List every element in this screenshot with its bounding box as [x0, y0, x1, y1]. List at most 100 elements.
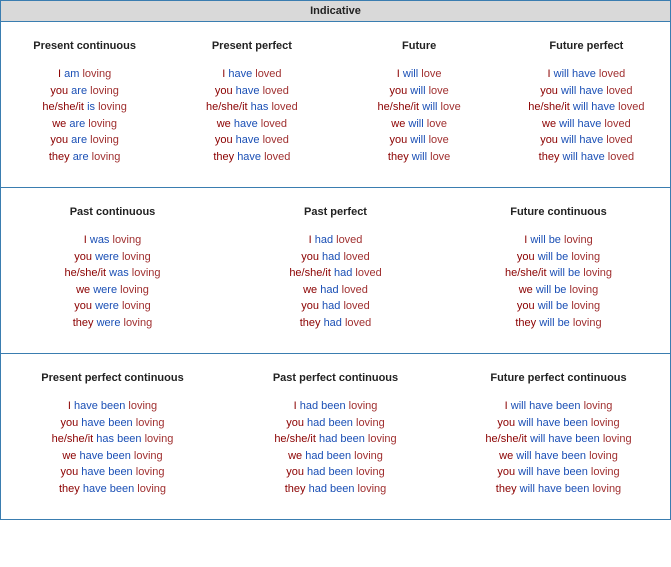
- conjugation-line: you had loved: [224, 298, 447, 315]
- auxiliary: has: [251, 101, 269, 113]
- tense-section: Past continuousI was lovingyou were lovi…: [1, 188, 670, 354]
- pronoun: I: [397, 68, 400, 80]
- conjugation-line: we have loved: [168, 116, 335, 133]
- conjugation-line: I will love: [336, 66, 503, 83]
- verb: loving: [591, 466, 620, 478]
- auxiliary: have: [237, 151, 261, 163]
- pronoun: you: [215, 134, 233, 146]
- tense-section: Present continuousI am lovingyou are lov…: [1, 22, 670, 188]
- conjugation-line: you will love: [336, 83, 503, 100]
- auxiliary: had: [320, 284, 338, 296]
- conjugation-line: I am loving: [1, 66, 168, 83]
- pronoun: we: [76, 284, 90, 296]
- verb: loving: [570, 284, 599, 296]
- conjugation-line: you will have loved: [503, 83, 670, 100]
- conjugation-line: they will be loving: [447, 315, 670, 332]
- sections-host: Present continuousI am lovingyou are lov…: [1, 22, 670, 519]
- auxiliary: will be: [536, 284, 567, 296]
- conjugation-line: he/she/it will have loved: [503, 99, 670, 116]
- pronoun: he/she/it: [485, 433, 527, 445]
- verb: loving: [564, 234, 593, 246]
- conjugation-line: I had been loving: [224, 398, 447, 415]
- verb: loving: [128, 400, 157, 412]
- tense-column: Present continuousI am lovingyou are lov…: [1, 40, 168, 165]
- verb: loving: [92, 151, 121, 163]
- verb: loved: [606, 134, 632, 146]
- tense-section: Present perfect continuousI have been lo…: [1, 354, 670, 519]
- auxiliary: will have: [561, 85, 603, 97]
- pronoun: we: [542, 118, 556, 130]
- pronoun: they: [59, 483, 80, 495]
- conjugation-line: they will love: [336, 149, 503, 166]
- pronoun: we: [303, 284, 317, 296]
- pronoun: you: [301, 251, 319, 263]
- verb: loving: [145, 433, 174, 445]
- auxiliary: were: [95, 251, 119, 263]
- conjugation-line: he/she/it will have been loving: [447, 431, 670, 448]
- pronoun: he/she/it: [42, 101, 84, 113]
- auxiliary: will be: [550, 267, 581, 279]
- verb: loving: [584, 400, 613, 412]
- auxiliary: is: [87, 101, 95, 113]
- auxiliary: had: [315, 234, 333, 246]
- pronoun: you: [50, 134, 68, 146]
- pronoun: they: [49, 151, 70, 163]
- verb: loving: [356, 417, 385, 429]
- conjugation-line: I will have loved: [503, 66, 670, 83]
- auxiliary: were: [95, 300, 119, 312]
- verb: loving: [113, 234, 142, 246]
- conjugation-line: you have loved: [168, 83, 335, 100]
- tense-title: Future: [336, 40, 503, 52]
- tense-row: Present perfect continuousI have been lo…: [1, 372, 670, 497]
- auxiliary: were: [93, 284, 117, 296]
- auxiliary: will have been: [516, 450, 586, 462]
- auxiliary: have been: [81, 417, 132, 429]
- auxiliary: had: [324, 317, 342, 329]
- pronoun: he/she/it: [64, 267, 106, 279]
- pronoun: you: [517, 300, 535, 312]
- verb: loving: [356, 466, 385, 478]
- auxiliary: are: [69, 118, 85, 130]
- verb: loving: [132, 267, 161, 279]
- auxiliary: had been: [309, 483, 355, 495]
- mood-header: Indicative: [1, 1, 670, 22]
- verb: loved: [271, 101, 297, 113]
- conjugation-line: they had loved: [224, 315, 447, 332]
- tense-column: Past continuousI was lovingyou were lovi…: [1, 206, 224, 331]
- tense-column: Present perfect continuousI have been lo…: [1, 372, 224, 497]
- conjugation-line: he/she/it will be loving: [447, 265, 670, 282]
- auxiliary: have: [236, 85, 260, 97]
- pronoun: you: [60, 466, 78, 478]
- auxiliary: had: [322, 251, 340, 263]
- verb: love: [430, 151, 450, 163]
- auxiliary: will be: [530, 234, 561, 246]
- verb: loved: [345, 317, 371, 329]
- verb: love: [429, 134, 449, 146]
- conjugation-line: they will have loved: [503, 149, 670, 166]
- pronoun: you: [517, 251, 535, 263]
- auxiliary: had been: [307, 417, 353, 429]
- auxiliary: had: [334, 267, 352, 279]
- pronoun: they: [388, 151, 409, 163]
- conjugation-line: you had loved: [224, 249, 447, 266]
- verb: loved: [336, 234, 362, 246]
- auxiliary: will: [410, 85, 425, 97]
- auxiliary: are: [73, 151, 89, 163]
- conjugation-line: you will have been loving: [447, 415, 670, 432]
- verb: loving: [603, 433, 632, 445]
- conjugation-line: you had been loving: [224, 464, 447, 481]
- verb: loving: [571, 251, 600, 263]
- pronoun: we: [499, 450, 513, 462]
- conjugation-line: we will have been loving: [447, 448, 670, 465]
- verb: loved: [261, 118, 287, 130]
- tense-title: Past perfect continuous: [224, 372, 447, 384]
- verb: loved: [342, 284, 368, 296]
- conjugation-line: I was loving: [1, 232, 224, 249]
- verb: loving: [88, 118, 117, 130]
- auxiliary: will be: [538, 300, 569, 312]
- auxiliary: will have: [563, 151, 605, 163]
- verb: loved: [599, 68, 625, 80]
- conjugation-line: I will have been loving: [447, 398, 670, 415]
- conjugation-line: you will have been loving: [447, 464, 670, 481]
- verb: loving: [591, 417, 620, 429]
